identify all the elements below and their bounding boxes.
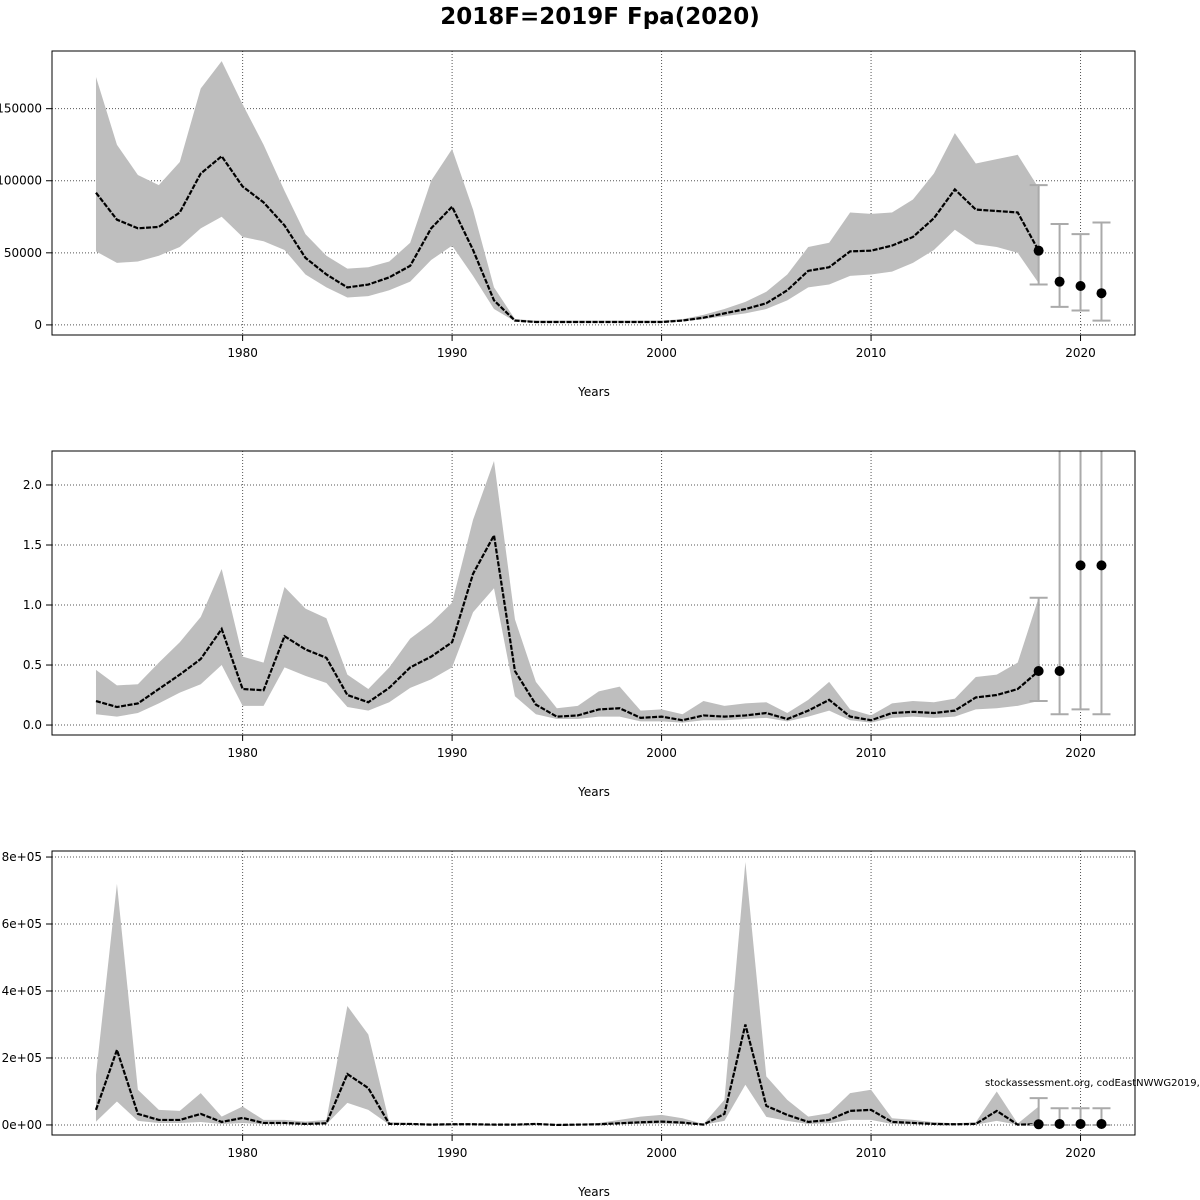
x-tick-label: 2020 [1065, 746, 1096, 760]
plot-frame [51, 450, 1136, 736]
forecast-2018 [1029, 184, 1048, 286]
x-tick-label: 2020 [1065, 1146, 1096, 1160]
forecast-point [1075, 1118, 1086, 1129]
forecast-point [1075, 560, 1086, 571]
y-tick-label: 50000 [4, 246, 42, 260]
x-axis-label: Years [577, 385, 610, 399]
confidence-band [95, 460, 1039, 723]
y-tick-label: 1.0 [23, 598, 42, 612]
forecast-point [1033, 666, 1044, 677]
x-tick-label: 2010 [856, 1146, 887, 1160]
y-tick-label: 8e+05 [2, 850, 42, 864]
forecast-2020 [1071, 451, 1090, 711]
panel-1: 1980 1990 2000 2010 2020 0 50000 100000 150000 Ye… [0, 50, 1136, 399]
plot-area [52, 51, 1135, 335]
plot-area [52, 851, 1135, 1135]
forecast-2018 [1029, 596, 1048, 703]
x-tick-label: 1980 [227, 746, 258, 760]
forecast-point [1054, 276, 1065, 287]
forecast-point [1096, 288, 1107, 299]
forecast-2021 [1092, 221, 1111, 322]
y-tick-label: 1.5 [23, 538, 42, 552]
forecast-2018 [1029, 1097, 1048, 1130]
estimate-line [95, 532, 1040, 722]
forecast-point [1054, 666, 1065, 677]
forecast-2020 [1071, 233, 1090, 312]
confidence-band [95, 61, 1039, 323]
y-tick-label: 0.5 [23, 658, 42, 672]
x-tick-label: 1990 [437, 746, 468, 760]
y-tick-label: 2e+05 [2, 1051, 42, 1065]
y-tick-label: 4e+05 [2, 984, 42, 998]
y-tick-label: 0e+00 [2, 1118, 42, 1132]
forecast-point [1033, 245, 1044, 256]
x-tick-label: 2000 [646, 1146, 677, 1160]
confidence-band [95, 862, 1039, 1125]
x-axis-label: Years [577, 1185, 610, 1199]
y-tick-label: 2.0 [23, 478, 42, 492]
chart-title: 2018F=2019F Fpa(2020) [440, 4, 759, 30]
forecast-2019 [1050, 222, 1069, 308]
forecast-2021 [1092, 1107, 1111, 1129]
forecast-point [1033, 1119, 1044, 1130]
plot-frame [51, 50, 1136, 336]
annotation: stockassessment.org, codEastNWWG2019, [985, 1078, 1200, 1089]
panel-2: 1980 1990 2000 2010 2020 0.0 0.5 1.0 1.5 2.0 Years [23, 450, 1136, 799]
x-axis-label: Years [577, 785, 610, 799]
y-tick-label: 0 [34, 318, 42, 332]
x-tick-label: 1980 [227, 346, 258, 360]
forecast-2019 [1050, 451, 1069, 716]
forecast-2020 [1071, 1107, 1090, 1129]
x-tick-label: 2010 [856, 746, 887, 760]
plot-area [52, 451, 1135, 735]
x-tick-label: 2010 [856, 346, 887, 360]
estimate-line [95, 154, 1040, 324]
y-tick-label: 150000 [0, 102, 42, 116]
forecast-point [1096, 1118, 1107, 1129]
y-tick-label: 100000 [0, 174, 42, 188]
x-tick-label: 2020 [1065, 346, 1096, 360]
panel-3: 1980 1990 2000 2010 2020 0e+00 2e+05 4e+05 6e+05… [2, 850, 1136, 1199]
x-tick-label: 2000 [646, 746, 677, 760]
y-tick-label: 6e+05 [2, 917, 42, 931]
forecast-point [1096, 560, 1107, 571]
y-tick-label: 0.0 [23, 718, 42, 732]
forecast-point [1054, 1118, 1065, 1129]
plot-frame [51, 850, 1136, 1136]
x-tick-label: 1980 [227, 1146, 258, 1160]
forecast-2021 [1092, 451, 1111, 716]
x-tick-label: 2000 [646, 346, 677, 360]
estimate-line [94, 1024, 1039, 1127]
forecast-2019 [1050, 1107, 1069, 1129]
x-tick-label: 1990 [437, 346, 468, 360]
x-tick-label: 1990 [437, 1146, 468, 1160]
forecast-point [1075, 280, 1086, 291]
